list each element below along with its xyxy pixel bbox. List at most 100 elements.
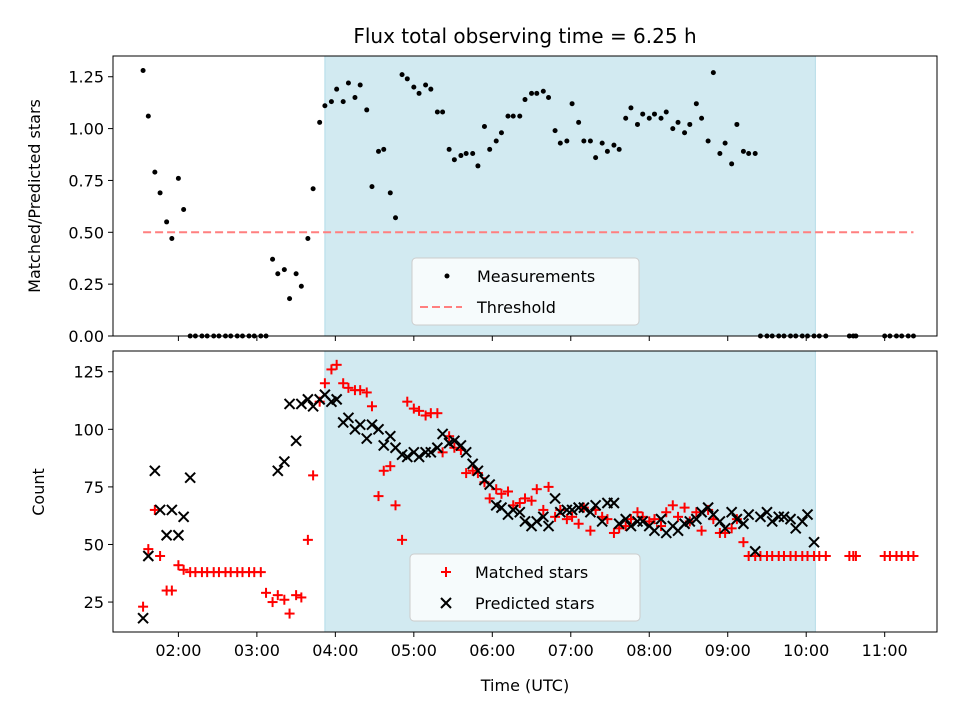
data-point bbox=[546, 94, 552, 100]
data-point bbox=[781, 333, 787, 339]
data-point bbox=[393, 215, 399, 221]
data-point bbox=[378, 465, 389, 476]
legend-threshold-label: Threshold bbox=[476, 298, 556, 317]
data-point bbox=[549, 492, 561, 505]
data-point bbox=[419, 446, 432, 459]
data-point bbox=[534, 90, 540, 96]
data-point bbox=[390, 500, 401, 511]
data-point bbox=[673, 511, 684, 522]
data-point bbox=[279, 594, 290, 605]
data-point bbox=[404, 76, 410, 82]
y-tick-label: 125 bbox=[73, 363, 104, 382]
data-point bbox=[369, 184, 375, 190]
data-point bbox=[345, 80, 351, 86]
data-point bbox=[808, 536, 820, 548]
data-point bbox=[493, 138, 499, 144]
data-point bbox=[572, 501, 585, 514]
data-point bbox=[157, 190, 163, 196]
data-point bbox=[634, 121, 640, 127]
data-point bbox=[287, 296, 293, 302]
data-point bbox=[529, 90, 535, 96]
data-point bbox=[428, 86, 434, 92]
data-point bbox=[752, 150, 758, 156]
data-point bbox=[342, 412, 355, 424]
data-point bbox=[149, 504, 160, 515]
data-point bbox=[796, 515, 808, 528]
data-point bbox=[234, 333, 240, 339]
data-point bbox=[331, 359, 342, 370]
data-point bbox=[138, 601, 149, 612]
data-point bbox=[413, 451, 425, 463]
data-point bbox=[281, 267, 287, 273]
data-point bbox=[596, 515, 608, 528]
data-point bbox=[696, 525, 707, 536]
data-point bbox=[302, 534, 313, 545]
data-point bbox=[520, 493, 530, 504]
data-point bbox=[679, 502, 690, 513]
data-point bbox=[628, 105, 634, 111]
data-point bbox=[164, 219, 170, 225]
data-point bbox=[514, 498, 525, 509]
data-point bbox=[334, 86, 340, 92]
x-tick-label: 09:00 bbox=[705, 641, 751, 660]
data-point bbox=[517, 113, 523, 119]
data-point bbox=[434, 109, 440, 115]
y-tick-label: 1.25 bbox=[68, 68, 104, 87]
x-tick-label: 04:00 bbox=[312, 641, 358, 660]
data-point bbox=[542, 520, 555, 532]
data-point bbox=[431, 442, 444, 454]
data-point bbox=[637, 515, 649, 528]
data-point bbox=[531, 484, 542, 495]
data-point bbox=[625, 520, 637, 532]
plot-frame bbox=[112, 350, 938, 633]
data-point bbox=[705, 138, 711, 144]
data-point bbox=[498, 130, 504, 136]
x-tick-label: 11:00 bbox=[862, 641, 908, 660]
data-point bbox=[623, 115, 629, 121]
data-point bbox=[702, 501, 714, 514]
top-y-axis-label: Matched/Predicted stars bbox=[25, 99, 44, 293]
data-point bbox=[695, 506, 708, 518]
data-point bbox=[298, 283, 304, 289]
data-point bbox=[440, 109, 446, 115]
data-point bbox=[899, 333, 905, 339]
data-point bbox=[178, 564, 189, 575]
data-point bbox=[691, 507, 702, 518]
data-point bbox=[649, 514, 660, 525]
y-tick-label: 0.25 bbox=[68, 275, 104, 294]
data-point bbox=[166, 504, 178, 516]
data-point bbox=[510, 113, 516, 119]
data-point bbox=[142, 550, 155, 562]
data-point bbox=[272, 465, 284, 477]
data-point bbox=[416, 90, 422, 96]
data-point bbox=[719, 522, 731, 535]
data-point bbox=[199, 333, 205, 339]
data-point bbox=[554, 506, 567, 518]
data-point bbox=[805, 333, 811, 339]
data-point bbox=[793, 333, 799, 339]
data-point bbox=[589, 499, 602, 512]
data-point bbox=[573, 518, 584, 529]
data-point bbox=[725, 506, 738, 518]
data-point bbox=[846, 333, 852, 339]
data-point bbox=[397, 534, 408, 545]
data-point bbox=[330, 393, 343, 406]
data-point bbox=[175, 175, 181, 181]
data-point bbox=[173, 560, 184, 571]
legend-matched-label: Matched stars bbox=[475, 563, 588, 582]
data-point bbox=[357, 82, 363, 88]
y-tick-label: 0.75 bbox=[68, 171, 104, 190]
data-point bbox=[910, 333, 916, 339]
data-point bbox=[587, 138, 593, 144]
data-point bbox=[436, 428, 449, 440]
data-point bbox=[432, 408, 443, 419]
data-point bbox=[522, 97, 528, 103]
legend-measurements-marker bbox=[444, 273, 450, 279]
data-point bbox=[599, 140, 605, 146]
data-point bbox=[326, 364, 337, 375]
data-point bbox=[670, 126, 676, 132]
data-point bbox=[338, 378, 349, 389]
x-tick-label: 06:00 bbox=[469, 641, 515, 660]
data-point bbox=[749, 545, 761, 558]
data-point bbox=[470, 150, 476, 156]
